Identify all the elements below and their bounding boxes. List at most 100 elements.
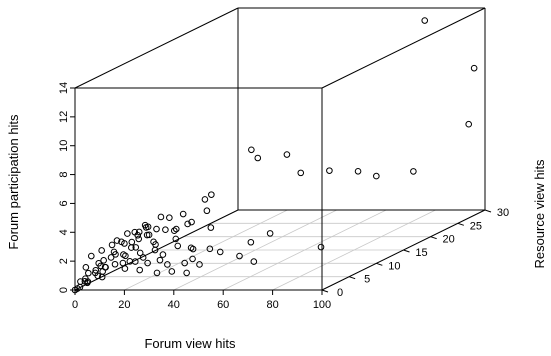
y-tick-label: 10 <box>388 260 400 272</box>
data-points <box>71 17 478 294</box>
x-tick-label: 20 <box>118 299 130 311</box>
y-tick-mark <box>484 209 492 213</box>
data-point <box>108 241 116 249</box>
x-tick-label: 80 <box>266 299 278 311</box>
data-point <box>157 213 165 221</box>
data-point <box>203 207 211 215</box>
z-tick-label: 0 <box>58 287 70 293</box>
data-point <box>92 266 100 274</box>
data-point <box>317 243 325 251</box>
data-point <box>326 167 333 174</box>
y-tick-mark <box>403 249 410 253</box>
data-point <box>297 169 305 177</box>
data-point <box>283 151 291 158</box>
data-point <box>121 240 128 247</box>
box-edge <box>74 7 239 89</box>
data-point <box>144 223 152 231</box>
data-point <box>373 172 380 180</box>
data-point <box>150 238 157 246</box>
data-point <box>236 252 243 260</box>
data-point <box>172 225 180 233</box>
y-tick-label: 20 <box>443 234 455 246</box>
data-point <box>206 245 214 253</box>
data-point <box>184 220 191 228</box>
x-axis-label: Forum view hits <box>144 336 236 351</box>
data-point <box>110 248 118 256</box>
data-point <box>248 146 255 154</box>
y-tick-mark <box>376 262 383 266</box>
data-point <box>84 279 91 287</box>
data-point <box>111 260 119 268</box>
data-point <box>120 251 127 258</box>
data-point <box>139 254 147 261</box>
data-point <box>128 238 136 246</box>
data-point <box>470 64 478 72</box>
data-point <box>179 210 187 218</box>
y-tick-label: 0 <box>337 287 343 299</box>
data-point <box>153 269 161 277</box>
y-tick-label: 5 <box>364 274 370 286</box>
data-point <box>216 248 224 256</box>
data-point <box>170 227 178 235</box>
data-point <box>74 285 81 292</box>
data-point <box>247 238 255 246</box>
y-tick-mark <box>430 236 437 240</box>
data-point <box>174 242 182 250</box>
x-tick-label: 60 <box>217 299 229 311</box>
box-edge <box>74 209 239 291</box>
x-tick-label: 40 <box>168 299 180 311</box>
y-tick-label: 30 <box>497 207 509 219</box>
z-tick-label: 6 <box>58 200 70 206</box>
data-point <box>95 259 103 267</box>
data-point <box>135 235 143 243</box>
data-point <box>465 120 473 128</box>
data-point <box>196 261 203 268</box>
data-point <box>94 272 102 280</box>
data-point <box>136 266 144 274</box>
data-point <box>421 17 429 24</box>
x-tick-label: 100 <box>313 299 331 311</box>
data-point <box>82 275 89 282</box>
axis-ticks: 0 20 40 60 80 100 0 2 4 6 8 10 12 14 0 5 10 15 20 25 30 <box>58 82 509 311</box>
data-point <box>189 245 197 253</box>
data-point <box>132 244 140 251</box>
data-point <box>168 268 176 275</box>
data-point <box>188 218 195 226</box>
data-point <box>189 255 196 263</box>
data-point <box>98 273 106 281</box>
data-point <box>77 278 84 285</box>
data-point <box>201 196 209 203</box>
z-tick-label: 12 <box>58 111 70 123</box>
data-point <box>88 252 95 260</box>
data-point <box>266 230 274 237</box>
z-tick-label: 14 <box>58 82 70 94</box>
data-point <box>181 259 188 267</box>
y-tick-mark <box>321 289 329 293</box>
y-tick-label: 25 <box>470 220 482 232</box>
y-tick-mark <box>349 276 356 280</box>
data-point <box>159 251 167 258</box>
x-tick-label: 0 <box>72 299 78 311</box>
data-point <box>162 226 169 234</box>
data-point <box>121 265 129 272</box>
y-axis-label: Resource view hits <box>532 159 547 269</box>
data-point <box>82 264 90 271</box>
data-point <box>354 168 362 175</box>
data-point <box>164 261 171 268</box>
z-tick-label: 4 <box>58 229 70 235</box>
data-point <box>134 231 142 239</box>
z-tick-label: 10 <box>58 140 70 152</box>
data-point <box>113 237 121 244</box>
data-point <box>107 254 115 261</box>
data-point <box>119 259 127 267</box>
z-axis-label: Forum participation hits <box>6 114 21 250</box>
data-point <box>156 256 164 264</box>
data-point <box>128 244 135 251</box>
data-point <box>207 224 215 231</box>
data-point <box>166 214 173 222</box>
data-point <box>124 230 131 237</box>
data-point <box>85 269 92 277</box>
data-point <box>98 247 105 254</box>
data-point <box>135 228 143 236</box>
